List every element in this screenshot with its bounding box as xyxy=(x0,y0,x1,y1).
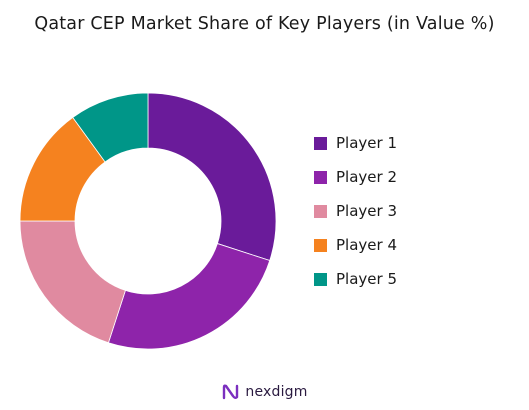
legend-item-player-5: Player 5 xyxy=(314,262,397,296)
legend-item-player-3: Player 3 xyxy=(314,194,397,228)
legend-item-player-2: Player 2 xyxy=(314,160,397,194)
legend-swatch xyxy=(314,272,327,286)
legend-label: Player 2 xyxy=(336,168,397,186)
legend-swatch xyxy=(314,136,327,150)
donut-slice-player-5 xyxy=(72,92,149,163)
legend-swatch xyxy=(314,170,327,184)
donut-slice-player-3 xyxy=(19,220,126,344)
legend: Player 1 Player 2 Player 3 Player 4 Play… xyxy=(314,126,397,296)
legend-item-player-1: Player 1 xyxy=(314,126,397,160)
nexdigm-logo-icon xyxy=(223,384,239,400)
brand-name: nexdigm xyxy=(245,384,308,400)
donut-slice-player-2 xyxy=(107,243,271,350)
brand-footer: nexdigm xyxy=(0,382,529,402)
legend-label: Player 5 xyxy=(336,270,397,288)
chart-title: Qatar CEP Market Share of Key Players (i… xyxy=(34,14,495,34)
legend-swatch xyxy=(314,238,327,252)
legend-label: Player 3 xyxy=(336,202,397,220)
legend-label: Player 4 xyxy=(336,236,397,254)
legend-swatch xyxy=(314,204,327,218)
legend-item-player-4: Player 4 xyxy=(314,228,397,262)
donut-slice-player-1 xyxy=(147,92,277,262)
legend-label: Player 1 xyxy=(336,134,397,152)
